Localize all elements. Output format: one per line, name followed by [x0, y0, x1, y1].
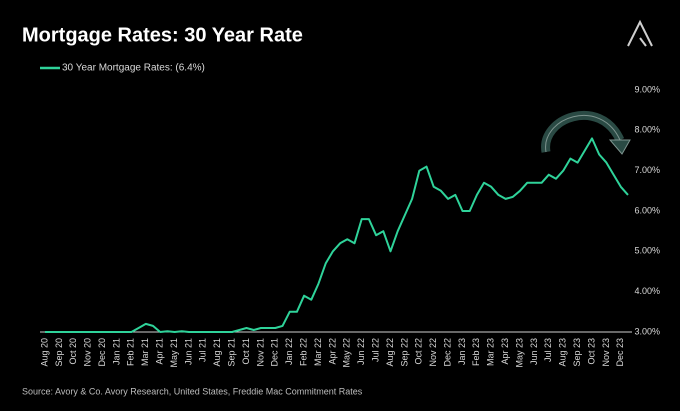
x-tick-label: Oct 23 [586, 338, 596, 365]
y-tick-label: 6.00% [634, 205, 660, 215]
x-tick-label: Sep 21 [227, 338, 237, 367]
x-tick-label: Sep 23 [572, 338, 582, 367]
series-line [45, 137, 629, 333]
x-tick-label: Sep 20 [54, 338, 64, 367]
y-tick-label: 7.00% [634, 165, 660, 175]
logo [627, 19, 653, 47]
x-tick-label: Feb 23 [471, 338, 481, 366]
x-tick-label: Aug 23 [558, 338, 568, 367]
x-tick-label: May 22 [342, 338, 352, 368]
x-tick-label: Dec 21 [270, 338, 280, 367]
chart-title: Mortgage Rates: 30 Year Rate [22, 24, 303, 46]
source-note: Source: Avory & Co. Avory Research, Unit… [22, 386, 363, 396]
x-tick-label: Jul 21 [198, 338, 208, 362]
y-tick-label: 9.00% [634, 84, 660, 94]
x-tick-label: Mar 21 [140, 338, 150, 366]
x-tick-label: Dec 23 [615, 338, 625, 367]
x-tick-label: Aug 22 [385, 338, 395, 367]
x-tick-label: Nov 23 [601, 338, 611, 367]
x-tick-label: Jan 23 [457, 338, 467, 365]
x-tick-label: Oct 20 [68, 338, 78, 365]
x-tick-label: Oct 22 [414, 338, 424, 365]
x-tick-label: Jan 22 [284, 338, 294, 365]
x-tick-label: Jul 23 [543, 338, 553, 362]
x-tick-label: Mar 23 [486, 338, 496, 366]
x-tick-label: Jun 21 [183, 338, 193, 365]
y-tick-label: 4.00% [634, 286, 660, 296]
x-tick-label: Nov 21 [255, 338, 265, 367]
x-tick-label: Jun 22 [356, 338, 366, 365]
x-tick-label: Mar 22 [313, 338, 323, 366]
x-tick-label: May 23 [514, 338, 524, 368]
y-tick-label: 8.00% [634, 125, 660, 135]
x-tick-label: Nov 20 [83, 338, 93, 367]
x-tick-label: Nov 22 [428, 338, 438, 367]
x-tick-label: Jan 21 [111, 338, 121, 365]
x-tick-label: Apr 23 [500, 338, 510, 365]
x-tick-label: Feb 21 [126, 338, 136, 366]
x-tick-label: Aug 20 [39, 338, 49, 367]
x-tick-label: May 21 [169, 338, 179, 368]
trend-arrow [541, 110, 631, 155]
x-tick-label: Dec 22 [442, 338, 452, 367]
y-tick-label: 5.00% [634, 246, 660, 256]
x-tick-label: Sep 22 [399, 338, 409, 367]
y-tick-label: 3.00% [634, 326, 660, 336]
x-tick-label: Jun 23 [529, 338, 539, 365]
x-tick-label: Apr 21 [155, 338, 165, 365]
x-tick-label: Apr 22 [327, 338, 337, 365]
x-tick-label: Feb 22 [298, 338, 308, 366]
legend-label: 30 Year Mortgage Rates: (6.4%) [62, 63, 205, 74]
x-tick-label: Dec 20 [97, 338, 107, 367]
x-tick-label: Jul 22 [370, 338, 380, 362]
x-tick-label: Oct 21 [241, 338, 251, 365]
x-tick-label: Aug 21 [212, 338, 222, 367]
